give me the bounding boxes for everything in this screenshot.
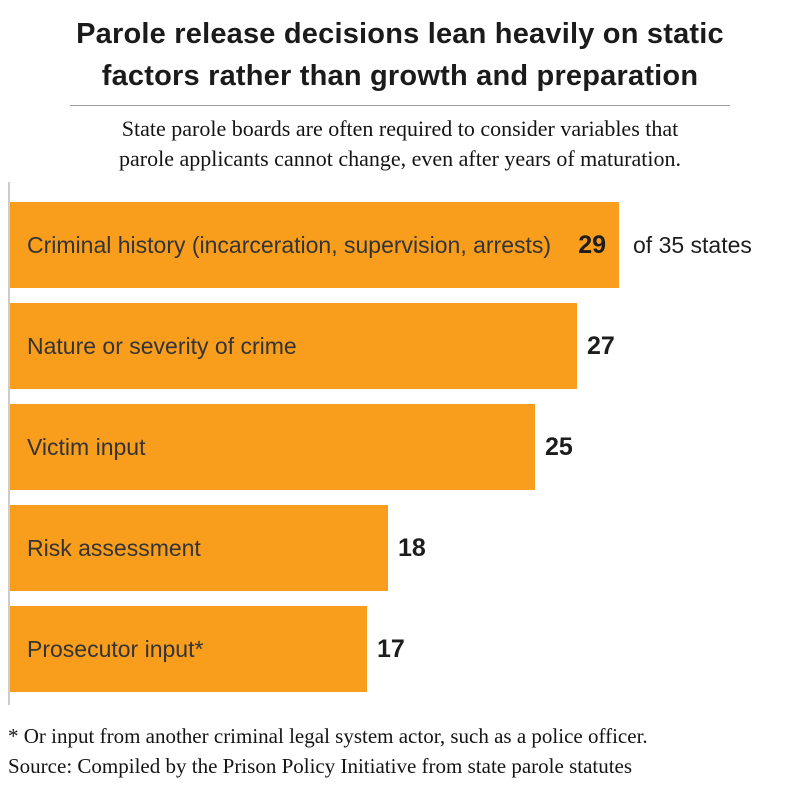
source-line: Source: Compiled by the Prison Policy In… [8,754,633,778]
bar-row: Victim input 25 [10,404,800,490]
footnote: * Or input from another criminal legal s… [8,724,648,748]
bar-rows: Criminal history (incarceration, supervi… [10,202,800,707]
bar: Nature or severity of crime [10,303,577,389]
y-axis-line [8,182,10,705]
bar: Risk assessment [10,505,388,591]
bar-row: Nature or severity of crime 27 [10,303,800,389]
bar: Prosecutor input* [10,606,367,692]
bar-chart: Criminal history (incarceration, supervi… [0,182,800,705]
subtitle-line-1: State parole boards are often required t… [121,116,679,141]
bar-label: Risk assessment [27,535,201,561]
chart-footer: * Or input from another criminal legal s… [0,721,800,781]
value-label: 25 [545,432,573,461]
bar-row: Risk assessment 18 [10,505,800,591]
page-title-line-1: Parole release decisions lean heavily on… [76,18,724,50]
subtitle: State parole boards are often required t… [50,114,750,174]
value-label: 18 [398,533,426,562]
bar-label: Victim input [27,434,146,460]
title-divider [70,105,730,106]
page-title-line-2: factors rather than growth and preparati… [101,60,699,92]
value-label: 27 [587,331,615,360]
bar-label: Criminal history (incarceration, supervi… [27,232,552,258]
bar: Victim input [10,404,535,490]
bar: Criminal history (incarceration, supervi… [10,202,619,288]
value-label: 17 [377,634,405,663]
bar-row: Criminal history (incarceration, supervi… [10,202,800,288]
value-suffix: of 35 states [633,231,752,258]
bar-row: Prosecutor input* 17 [10,606,800,692]
bar-label: Nature or severity of crime [27,333,297,359]
value-label: 29 [578,230,606,259]
subtitle-line-2: parole applicants cannot change, even af… [119,146,681,171]
page-title: Parole release decisions lean heavily on… [0,0,800,97]
bar-label: Prosecutor input* [27,636,204,662]
